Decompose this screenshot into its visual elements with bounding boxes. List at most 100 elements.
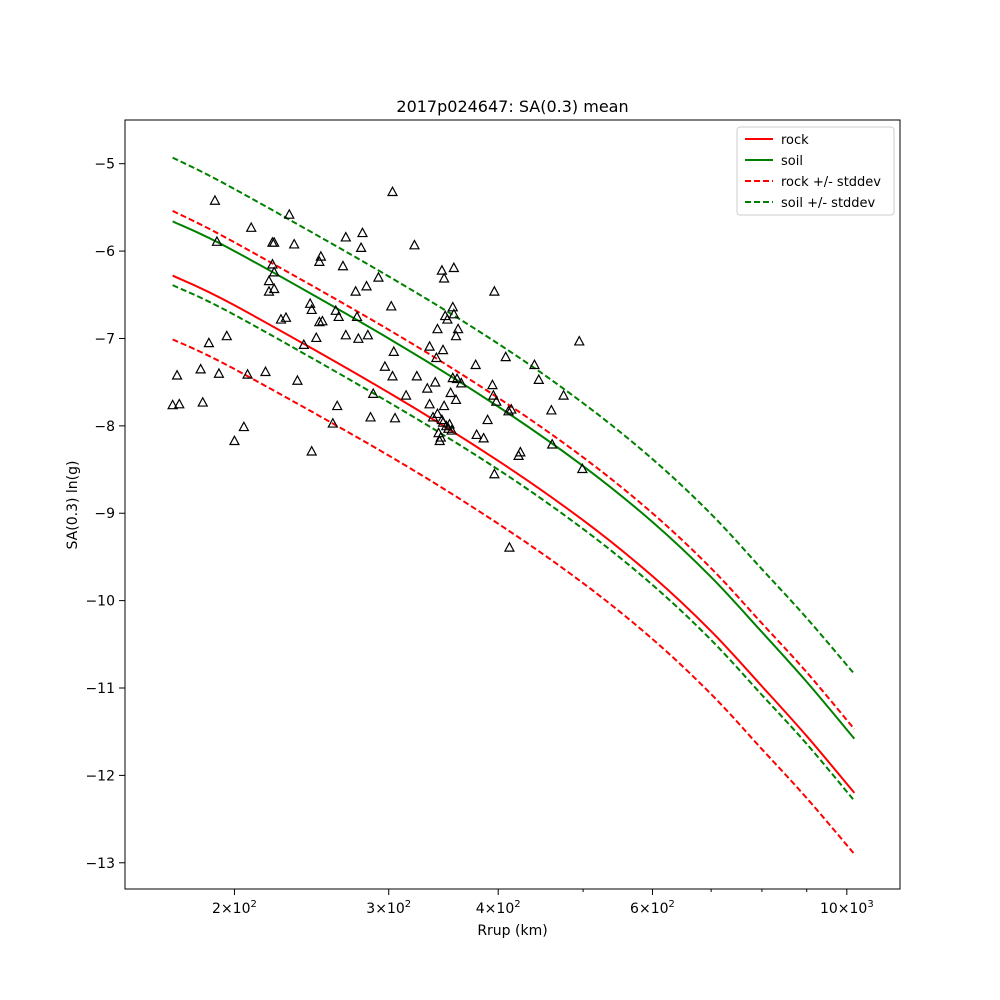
- observation-point: [245, 221, 257, 232]
- observation-point: [388, 345, 400, 356]
- observation-point: [387, 370, 399, 381]
- observation-point: [470, 358, 482, 370]
- observation-point: [330, 304, 342, 315]
- observation-point: [306, 303, 318, 315]
- observation-point: [513, 449, 525, 460]
- observation-point: [313, 255, 325, 266]
- observation-point: [327, 417, 339, 428]
- observation-point: [400, 389, 412, 400]
- observation-point: [298, 338, 310, 350]
- series-line-4: [172, 156, 856, 675]
- observation-point: [171, 369, 183, 380]
- observation-point: [173, 398, 185, 409]
- observation-point: [482, 413, 494, 425]
- observation-point: [490, 395, 502, 406]
- observation-point: [367, 387, 379, 398]
- observation-point: [340, 231, 352, 242]
- observation-point: [266, 258, 278, 269]
- observation-point: [503, 541, 515, 552]
- series-line-2: [172, 209, 856, 730]
- observation-point: [310, 331, 322, 343]
- observation-point: [478, 432, 490, 443]
- y-tick-label: −9: [94, 506, 115, 522]
- observation-point: [263, 285, 275, 296]
- observation-point: [304, 297, 316, 308]
- observation-point: [431, 407, 443, 419]
- observation-point: [340, 329, 352, 340]
- series-line-0: [172, 274, 856, 794]
- observation-point: [448, 261, 460, 273]
- observation-point: [427, 411, 439, 422]
- series-layer: [172, 156, 856, 855]
- observation-point: [379, 360, 391, 371]
- observation-point: [533, 373, 545, 384]
- observation-point: [450, 330, 462, 341]
- observation-point: [337, 260, 349, 271]
- observation-point: [430, 351, 442, 363]
- observation-point: [500, 351, 512, 362]
- observation-point: [203, 337, 215, 348]
- legend-label: soil +/- stddev: [781, 196, 876, 211]
- observation-point: [362, 329, 374, 340]
- observation-point: [350, 285, 362, 296]
- observation-point: [372, 271, 384, 282]
- observation-point: [451, 372, 463, 384]
- observation-point: [268, 282, 280, 294]
- observation-point: [242, 368, 254, 379]
- observation-point: [195, 363, 207, 374]
- y-tick-label: −6: [94, 244, 115, 260]
- observation-point: [471, 428, 483, 440]
- observation-point: [450, 393, 462, 405]
- observation-point: [441, 313, 453, 324]
- observation-point: [435, 431, 447, 442]
- observation-point: [434, 434, 446, 446]
- observation-points: [167, 185, 588, 552]
- x-axis: 2×102 3×102 4×102 6×102 10×103: [212, 889, 874, 917]
- x-tick-label: 10×103: [820, 899, 874, 917]
- observation-point: [505, 403, 517, 414]
- observation-point: [280, 311, 292, 322]
- observation-point: [486, 379, 498, 390]
- observation-point: [546, 438, 558, 449]
- series-line-5: [172, 284, 856, 802]
- observation-point: [448, 308, 460, 319]
- y-tick-label: −8: [94, 419, 115, 435]
- observation-point: [437, 344, 449, 355]
- x-tick-label: 2×102: [212, 899, 257, 917]
- observation-point: [316, 315, 328, 326]
- x-tick-label: 6×102: [630, 899, 675, 917]
- observation-point: [167, 399, 179, 410]
- observation-point: [263, 275, 275, 286]
- y-axis-label: SA(0.3) ln(g): [65, 461, 81, 550]
- y-tick-label: −13: [85, 856, 115, 872]
- observation-point: [356, 226, 368, 238]
- observation-point: [211, 235, 223, 246]
- observation-point: [503, 405, 515, 416]
- observation-point: [455, 377, 467, 388]
- y-tick-label: −11: [85, 681, 115, 697]
- legend-label: rock +/- stddev: [781, 175, 881, 190]
- observation-point: [306, 445, 318, 456]
- observation-point: [436, 264, 448, 275]
- observation-point: [313, 316, 325, 327]
- observation-point: [385, 300, 397, 311]
- observation-point: [259, 365, 272, 377]
- observation-point: [429, 376, 441, 387]
- observation-point: [333, 310, 345, 322]
- observation-point: [283, 208, 295, 219]
- legend-box: [736, 126, 895, 216]
- y-axis: −13 −12 −11 −10 −9 −8 −7 −6 −5: [85, 157, 125, 872]
- observation-point: [488, 285, 500, 296]
- y-tick-label: −7: [94, 331, 115, 347]
- observation-point: [421, 382, 433, 393]
- observation-point: [315, 250, 327, 261]
- series-line-3: [172, 338, 856, 855]
- observation-point: [291, 374, 303, 385]
- observation-point: [288, 238, 300, 249]
- x-tick-label: 3×102: [366, 899, 411, 917]
- observation-point: [268, 236, 280, 247]
- observation-point: [221, 330, 233, 341]
- y-tick-label: −12: [85, 768, 115, 784]
- legend: rock soil rock +/- stddev soil +/- stddev: [736, 126, 895, 216]
- observation-point: [514, 446, 526, 457]
